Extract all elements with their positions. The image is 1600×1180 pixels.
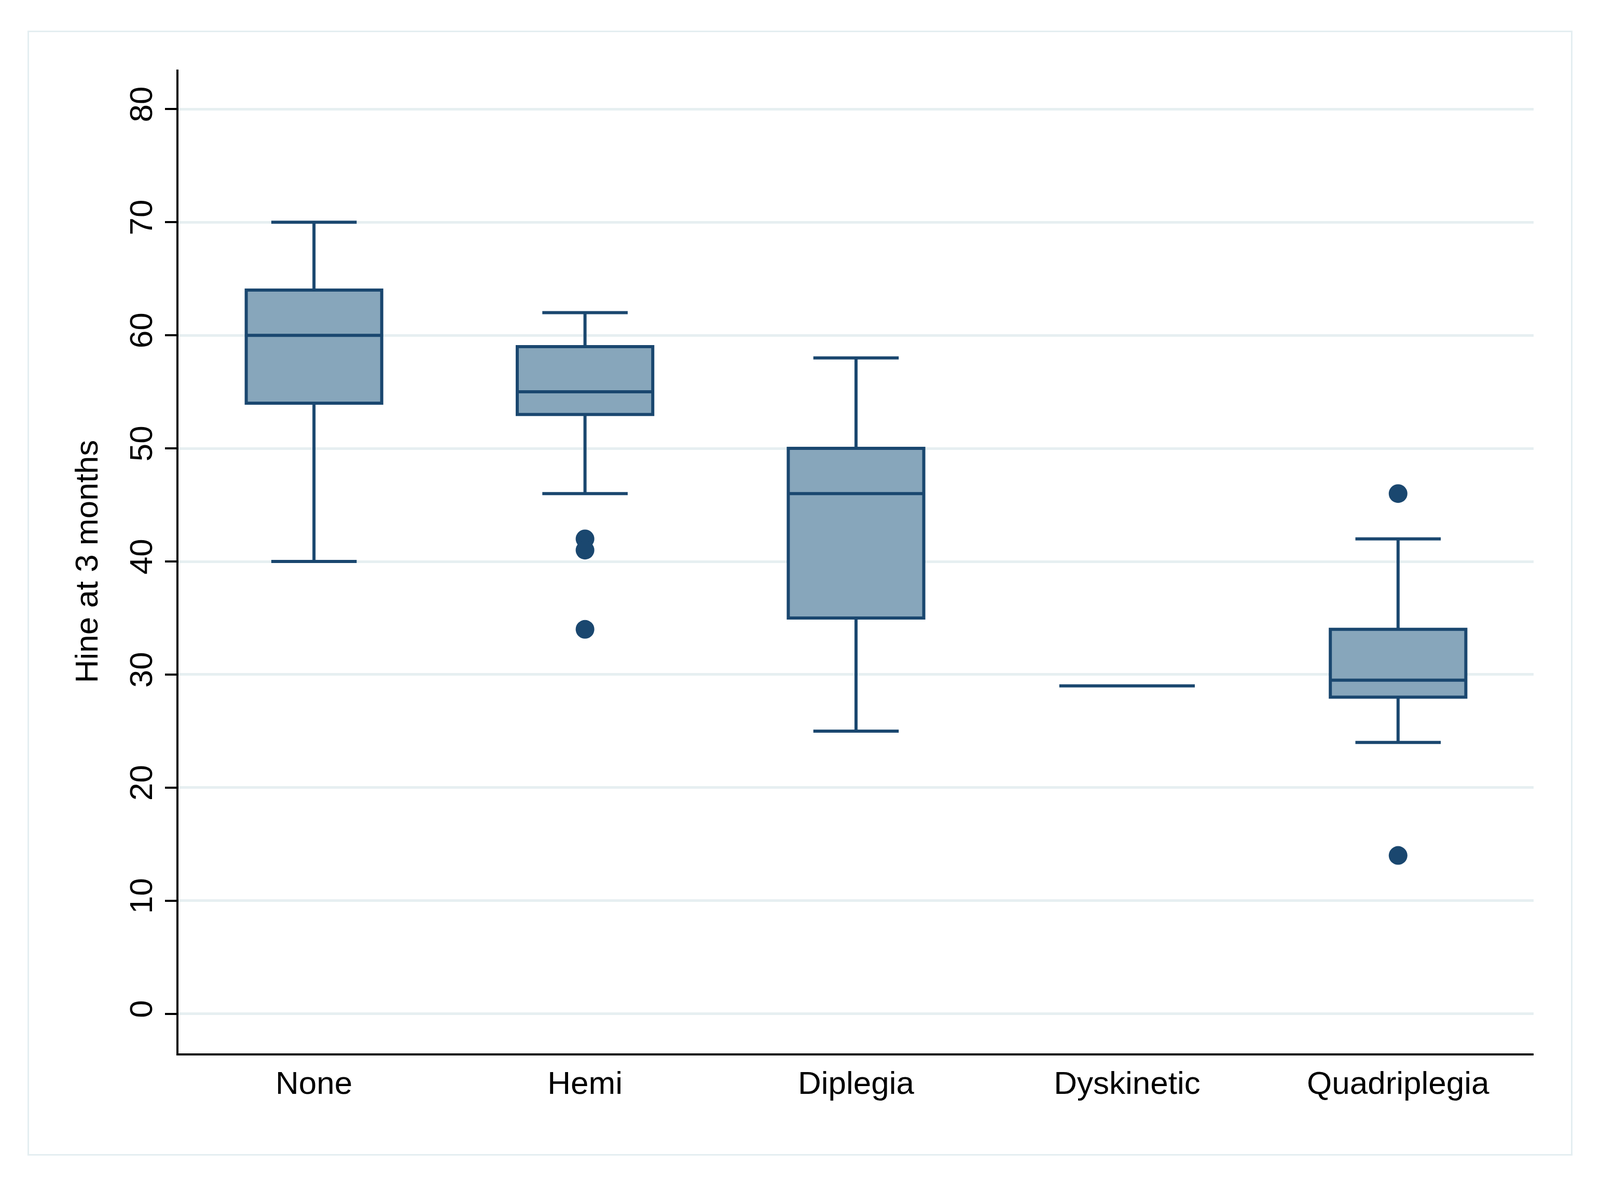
svg-text:Hine at 3 months: Hine at 3 months: [68, 439, 105, 684]
svg-text:None: None: [275, 1064, 353, 1101]
svg-text:70: 70: [122, 199, 159, 236]
svg-text:60: 60: [122, 312, 159, 349]
svg-text:Hemi: Hemi: [547, 1064, 623, 1101]
svg-text:40: 40: [122, 538, 159, 575]
svg-text:80: 80: [122, 86, 159, 122]
svg-text:0: 0: [122, 999, 159, 1018]
svg-text:20: 20: [122, 764, 159, 801]
svg-text:Diplegia: Diplegia: [797, 1064, 915, 1101]
svg-text:Quadriplegia: Quadriplegia: [1306, 1064, 1490, 1101]
svg-text:Dyskinetic: Dyskinetic: [1053, 1064, 1201, 1101]
svg-text:10: 10: [122, 877, 159, 914]
svg-text:50: 50: [122, 425, 159, 462]
svg-text:30: 30: [122, 651, 159, 688]
